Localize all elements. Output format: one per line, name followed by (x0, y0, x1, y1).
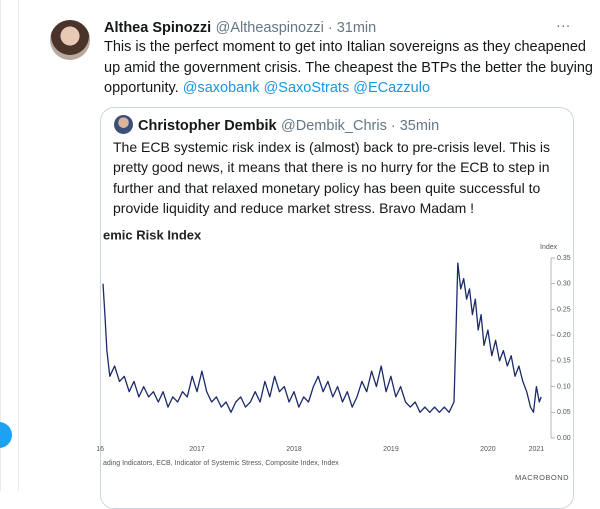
quote-text: The ECB systemic risk index is (almost) … (113, 139, 550, 155)
mention[interactable]: @saxobank (182, 80, 260, 96)
x-tick-label: 2020 (480, 446, 496, 453)
line-series (102, 262, 542, 413)
chart: emic Risk Index Index ading Indicators, … (96, 227, 571, 482)
y-tick-label: 0.15 (557, 358, 571, 365)
mention[interactable]: @SaxoStrats (263, 80, 350, 96)
author: Althea Spinozzi @Altheaspinozzi · 31min (104, 19, 376, 37)
more-button[interactable]: ··· (556, 18, 571, 34)
x-tick-label: 16 (96, 446, 104, 453)
y-axis-label: Index (540, 244, 558, 251)
y-tick-label: 0.25 (557, 306, 571, 313)
avatar[interactable] (50, 20, 90, 60)
quote-author-handle: @Dembik_Chris · 35min (281, 118, 440, 134)
tweet-text: opportunity. @saxobank @SaxoStrats @ECaz… (104, 80, 430, 96)
mention[interactable]: @ECazzulo (353, 80, 431, 96)
y-tick-label: 0.20 (557, 332, 571, 339)
quote-avatar (114, 115, 133, 134)
x-tick-label: 2021 (529, 446, 545, 453)
x-tick-label: 2018 (286, 446, 302, 453)
y-tick-label: 0.10 (557, 383, 571, 390)
y-tick-label: 0.00 (557, 435, 571, 442)
divider (0, 0, 1, 491)
tweet-text: This is the perfect moment to get into I… (104, 39, 586, 55)
chart-title: emic Risk Index (103, 227, 202, 242)
author-handle[interactable]: @Altheaspinozzi · 31min (215, 20, 377, 36)
x-tick-label: 2019 (383, 446, 399, 453)
quote-text: provide liquidity and reduce market stre… (113, 200, 475, 216)
chart-source: ading Indicators, ECB, Indicator of Syst… (103, 460, 339, 467)
quote-text: further and that relaxed monetary policy… (113, 180, 541, 196)
chart-brand: MACROBOND (515, 473, 569, 482)
quote-text: pretty good news, it means that there is… (113, 159, 550, 175)
quote-author: Christopher Dembik @Dembik_Chris · 35min (138, 117, 439, 135)
tweet-text: up amid the government crisis. The cheap… (104, 60, 593, 76)
compose-button[interactable] (0, 422, 12, 448)
y-tick-label: 0.35 (557, 255, 571, 262)
tweet-text: opportunity. (104, 80, 179, 96)
y-tick-label: 0.30 (557, 281, 571, 288)
y-tick-label: 0.05 (557, 409, 571, 416)
x-tick-label: 2017 (189, 446, 205, 453)
divider (18, 0, 19, 491)
author-name[interactable]: Althea Spinozzi (104, 20, 212, 36)
quote-author-name: Christopher Dembik (138, 118, 277, 134)
